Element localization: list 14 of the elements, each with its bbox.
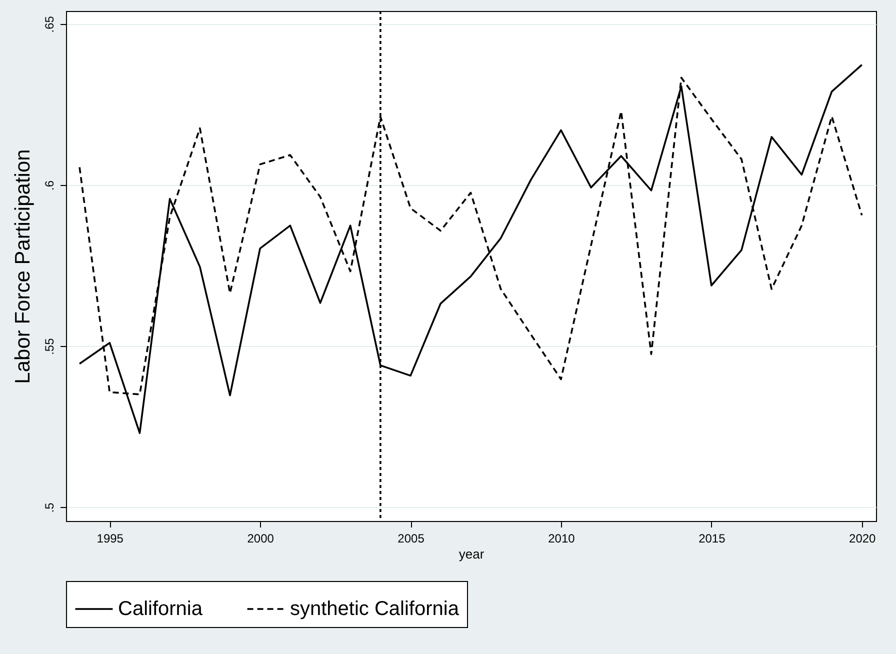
y-tick-label: .5 — [42, 502, 56, 513]
legend-label: California — [118, 598, 204, 620]
x-tick-label: 2010 — [548, 532, 576, 546]
x-axis-title: year — [458, 546, 485, 562]
x-tick-label: 1995 — [96, 532, 124, 546]
y-tick-label: .65 — [42, 16, 56, 33]
y-axis-title: Labor Force Participation — [12, 149, 34, 384]
legend-label: synthetic California — [290, 598, 460, 620]
x-tick-label: 2015 — [698, 532, 726, 546]
y-tick-label: .55 — [42, 338, 56, 355]
x-tick-label: 2020 — [849, 532, 876, 546]
x-tick-label: 2005 — [398, 532, 425, 546]
y-tick-label: .6 — [42, 180, 56, 190]
x-tick-label: 2000 — [247, 532, 274, 546]
